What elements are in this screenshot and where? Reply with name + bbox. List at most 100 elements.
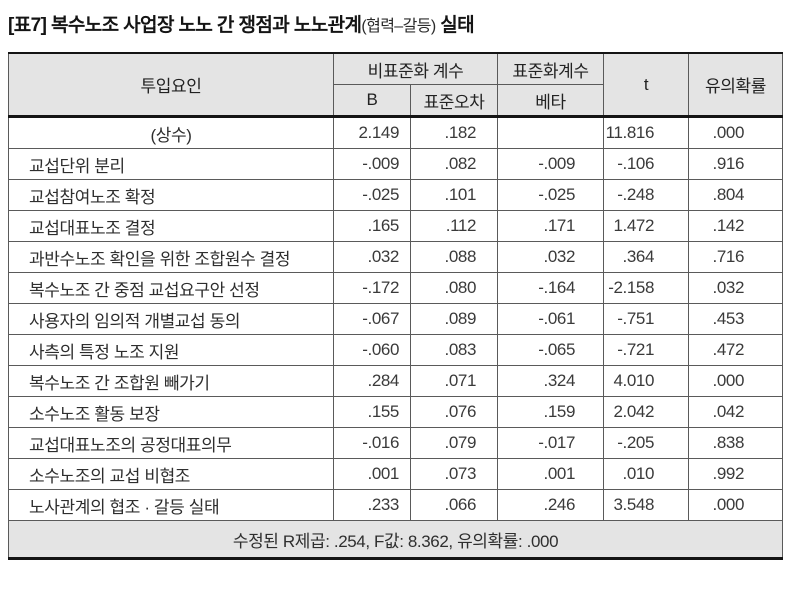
header-unstd-group: 비표준화 계수: [332, 52, 499, 85]
se-cell: .182: [409, 116, 499, 149]
t-cell: .364: [603, 241, 690, 273]
factor-cell: 소수노조의 교섭 비협조: [8, 458, 334, 490]
b-cell: .165: [333, 210, 411, 242]
sig-cell: .716: [688, 241, 784, 273]
beta-cell: -.009: [497, 148, 605, 180]
b-cell: -.060: [333, 334, 411, 366]
b-cell: .001: [333, 458, 411, 490]
se-cell: .066: [409, 489, 499, 521]
table-title-main: [표7] 복수노조 사업장 노노 간 쟁점과 노노관계: [8, 15, 362, 36]
factor-cell: 복수노조 간 중점 교섭요구안 선정: [8, 272, 334, 304]
model-summary-row: 수정된 R제곱: .254, F값: 8.362, 유의확률: .000: [7, 520, 784, 560]
sig-cell: .838: [688, 427, 784, 459]
header-factor: 투입요인: [8, 52, 334, 118]
table-row: 노사관계의 협조 · 갈등 실태 .233 .066 .246 3.548 .0…: [8, 489, 784, 521]
sig-cell: .000: [688, 489, 784, 521]
header-std-group: 표준화계수: [497, 52, 605, 85]
table-header: 투입요인 비표준화 계수 표준화계수 t 유의확률 B 표준오차 베타: [8, 52, 784, 118]
b-cell: -.067: [333, 303, 411, 335]
header-se: 표준오차: [409, 84, 499, 118]
table-row: 과반수노조 확인을 위한 조합원수 결정 .032 .088 .032 .364…: [8, 241, 784, 273]
t-cell: -2.158: [603, 272, 690, 304]
table-row: 소수노조 활동 보장 .155 .076 .159 2.042 .042: [8, 396, 784, 428]
header-b: B: [333, 84, 411, 118]
factor-cell: 교섭대표노조 결정: [8, 210, 334, 242]
sig-cell: .472: [688, 334, 784, 366]
factor-cell: 사측의 특정 노조 지원: [8, 334, 334, 366]
factor-cell: 과반수노조 확인을 위한 조합원수 결정: [8, 241, 334, 273]
se-cell: .083: [409, 334, 499, 366]
beta-cell: -.017: [497, 427, 605, 459]
factor-cell: 소수노조 활동 보장: [8, 396, 334, 428]
factor-cell: 교섭대표노조의 공정대표의무: [8, 427, 334, 459]
sig-cell: .453: [688, 303, 784, 335]
sig-cell: .000: [688, 365, 784, 397]
table-row: 교섭단위 분리 -.009 .082 -.009 -.106 .916: [8, 148, 784, 180]
factor-cell: 교섭단위 분리: [8, 148, 334, 180]
t-cell: 2.042: [603, 396, 690, 428]
table-title: [표7] 복수노조 사업장 노노 간 쟁점과 노노관계(협력–갈등) 실태: [8, 10, 790, 37]
header-t: t: [603, 52, 690, 118]
beta-cell: .324: [497, 365, 605, 397]
b-cell: .233: [333, 489, 411, 521]
b-cell: -.016: [333, 427, 411, 459]
beta-cell: .246: [497, 489, 605, 521]
sig-cell: .000: [688, 116, 784, 149]
t-cell: 11.816: [603, 116, 690, 149]
se-cell: .089: [409, 303, 499, 335]
table-title-paren: (협력–갈등): [361, 18, 436, 35]
model-summary: 수정된 R제곱: .254, F값: 8.362, 유의확률: .000: [7, 520, 784, 560]
se-cell: .076: [409, 396, 499, 428]
beta-cell: -.025: [497, 179, 605, 211]
table-body: (상수) 2.149 .182 11.816 .000 교섭단위 분리 -.00…: [8, 116, 784, 521]
table-row: 복수노조 간 중점 교섭요구안 선정 -.172 .080 -.164 -2.1…: [8, 272, 784, 304]
table-row: 교섭대표노조의 공정대표의무 -.016 .079 -.017 -.205 .8…: [8, 427, 784, 459]
beta-cell: -.164: [497, 272, 605, 304]
t-cell: -.106: [603, 148, 690, 180]
t-cell: 3.548: [603, 489, 690, 521]
sig-cell: .804: [688, 179, 784, 211]
b-cell: -.009: [333, 148, 411, 180]
sig-cell: .916: [688, 148, 784, 180]
se-cell: .088: [409, 241, 499, 273]
t-cell: -.248: [603, 179, 690, 211]
se-cell: .082: [409, 148, 499, 180]
t-cell: .010: [603, 458, 690, 490]
b-cell: -.172: [333, 272, 411, 304]
sig-cell: .042: [688, 396, 784, 428]
sig-cell: .992: [688, 458, 784, 490]
table-row: 복수노조 간 조합원 빼가기 .284 .071 .324 4.010 .000: [8, 365, 784, 397]
sig-cell: .032: [688, 272, 784, 304]
t-cell: 4.010: [603, 365, 690, 397]
sig-cell: .142: [688, 210, 784, 242]
regression-table: 투입요인 비표준화 계수 표준화계수 t 유의확률 B 표준오차 베타 (상수)…: [7, 52, 784, 560]
factor-cell: (상수): [8, 116, 334, 149]
se-cell: .080: [409, 272, 499, 304]
t-cell: 1.472: [603, 210, 690, 242]
table-footer: 수정된 R제곱: .254, F값: 8.362, 유의확률: .000: [7, 520, 784, 560]
header-sig: 유의확률: [688, 52, 784, 118]
se-cell: .079: [409, 427, 499, 459]
factor-cell: 노사관계의 협조 · 갈등 실태: [8, 489, 334, 521]
b-cell: 2.149: [333, 116, 411, 149]
se-cell: .073: [409, 458, 499, 490]
factor-cell: 복수노조 간 조합원 빼가기: [8, 365, 334, 397]
table-row: 교섭대표노조 결정 .165 .112 .171 1.472 .142: [8, 210, 784, 242]
table-row: (상수) 2.149 .182 11.816 .000: [8, 116, 784, 149]
se-cell: .101: [409, 179, 499, 211]
table-row: 교섭참여노조 확정 -.025 .101 -.025 -.248 .804: [8, 179, 784, 211]
beta-cell: .032: [497, 241, 605, 273]
se-cell: .112: [409, 210, 499, 242]
beta-cell: .171: [497, 210, 605, 242]
b-cell: -.025: [333, 179, 411, 211]
table-title-suffix: 실태: [435, 15, 475, 36]
t-cell: -.205: [603, 427, 690, 459]
table-row: 소수노조의 교섭 비협조 .001 .073 .001 .010 .992: [8, 458, 784, 490]
factor-cell: 교섭참여노조 확정: [8, 179, 334, 211]
beta-cell: .159: [497, 396, 605, 428]
se-cell: .071: [409, 365, 499, 397]
b-cell: .155: [333, 396, 411, 428]
beta-cell: [497, 116, 605, 149]
beta-cell: .001: [497, 458, 605, 490]
beta-cell: -.065: [497, 334, 605, 366]
